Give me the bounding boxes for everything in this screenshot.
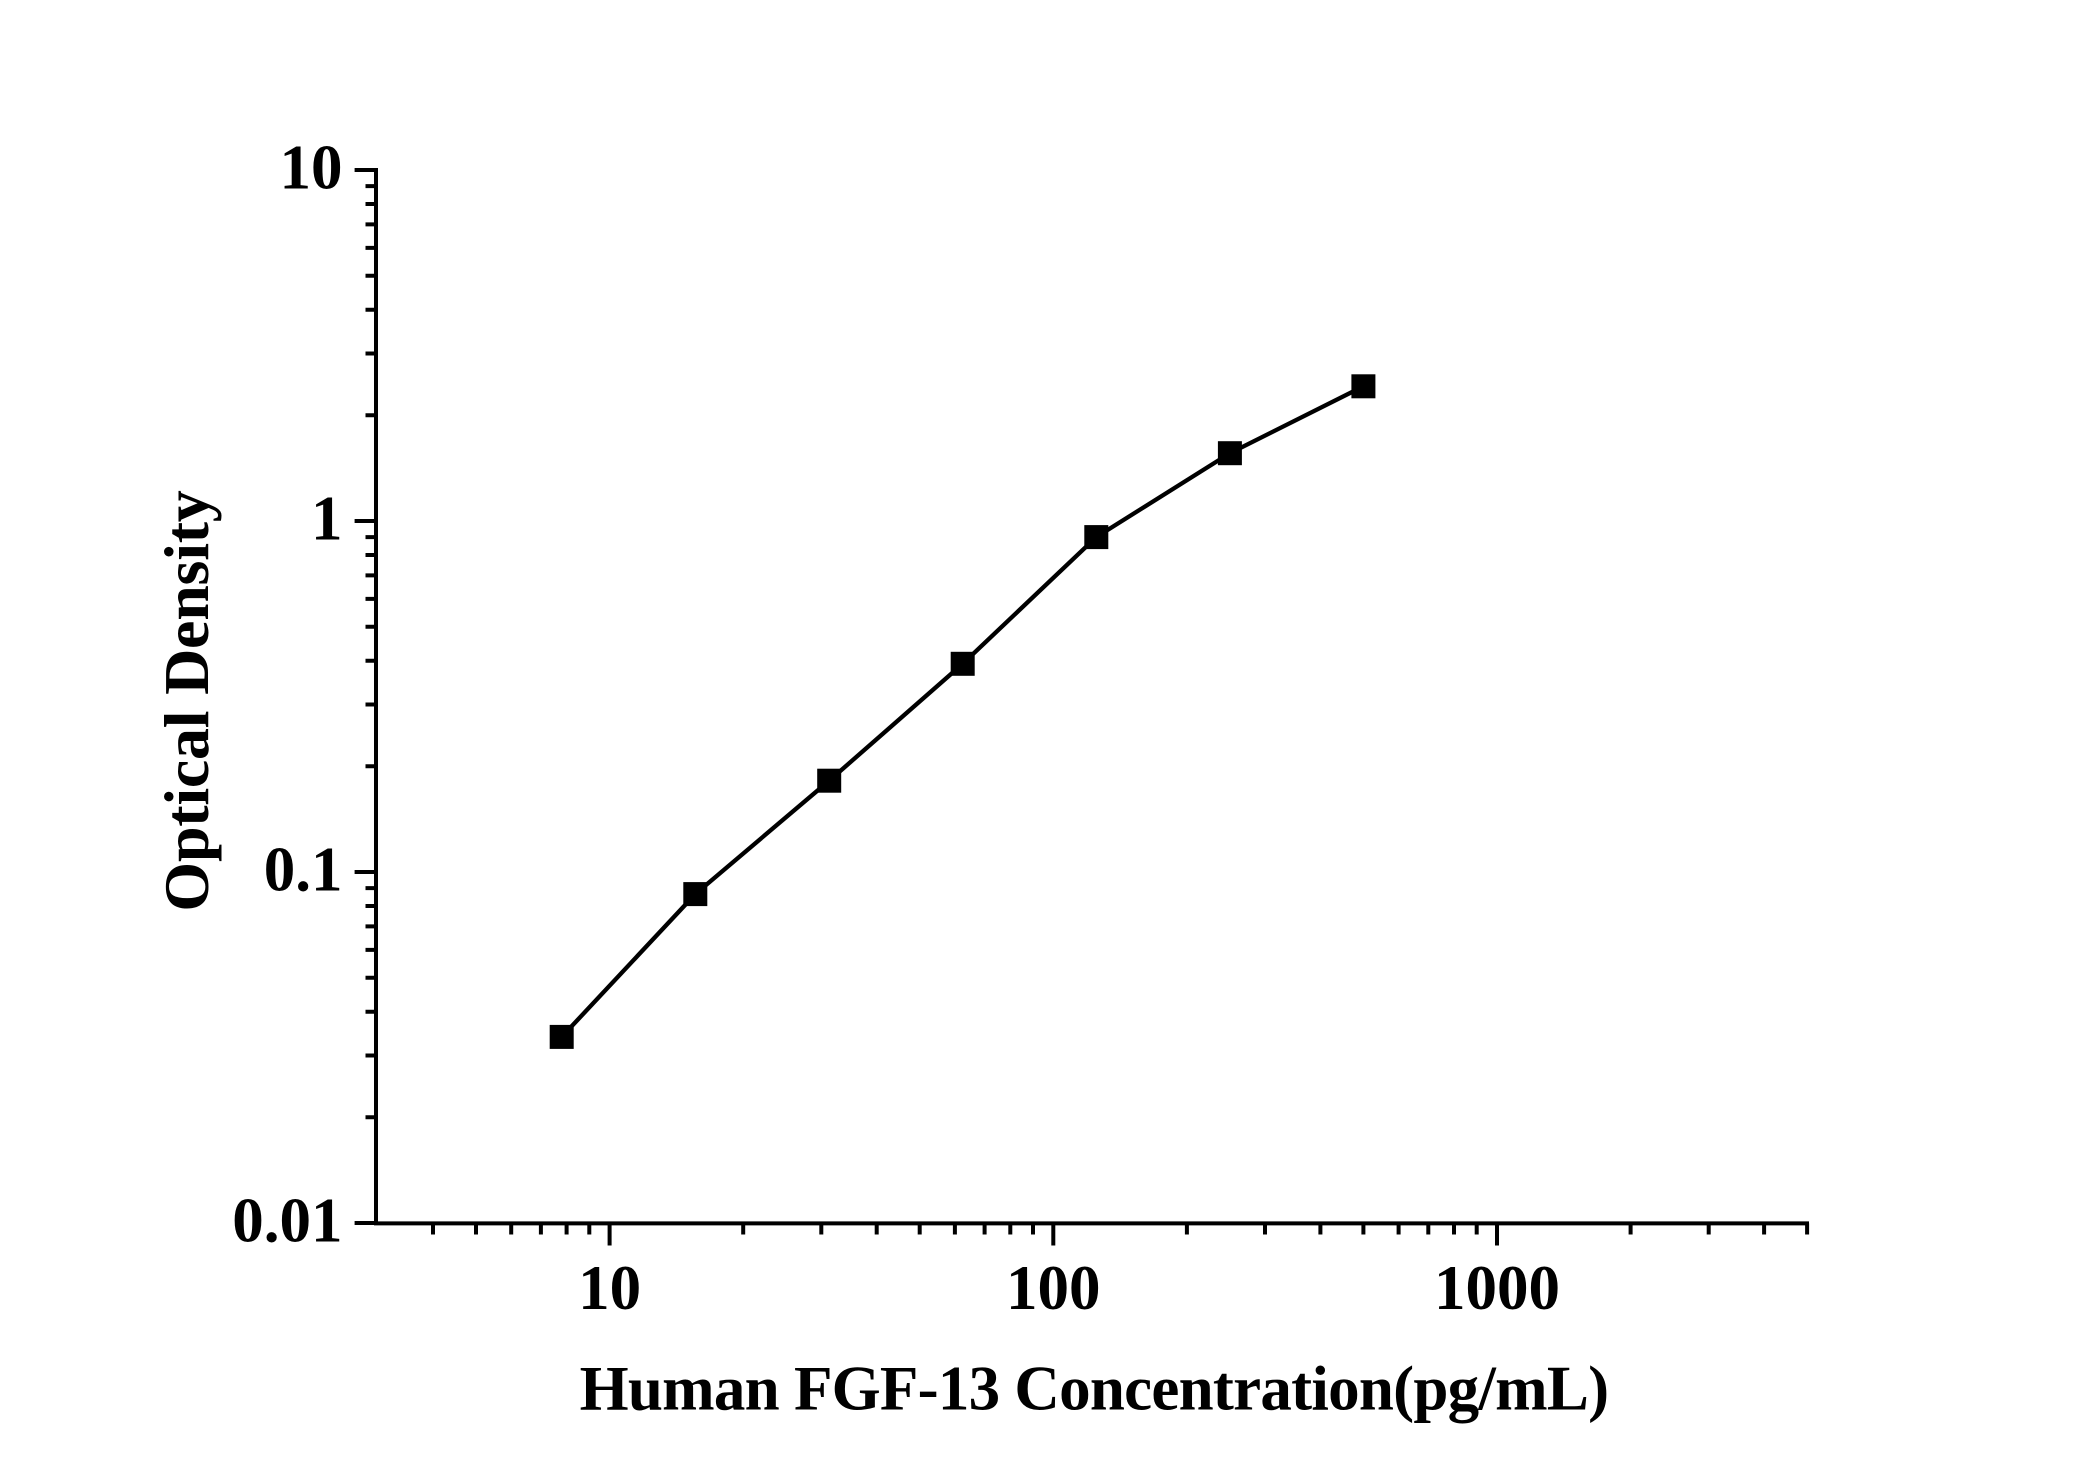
svg-text:10: 10 bbox=[578, 1253, 641, 1323]
svg-text:1000: 1000 bbox=[1434, 1253, 1560, 1323]
svg-text:0.1: 0.1 bbox=[264, 835, 343, 905]
svg-text:100: 100 bbox=[1006, 1253, 1101, 1323]
svg-text:0.01: 0.01 bbox=[232, 1186, 342, 1256]
svg-text:1: 1 bbox=[311, 484, 343, 554]
svg-text:Optical Density: Optical Density bbox=[151, 490, 222, 911]
svg-text:10: 10 bbox=[280, 133, 343, 203]
svg-text:Human FGF-13 Concentration(pg/: Human FGF-13 Concentration(pg/mL) bbox=[580, 1354, 1609, 1424]
